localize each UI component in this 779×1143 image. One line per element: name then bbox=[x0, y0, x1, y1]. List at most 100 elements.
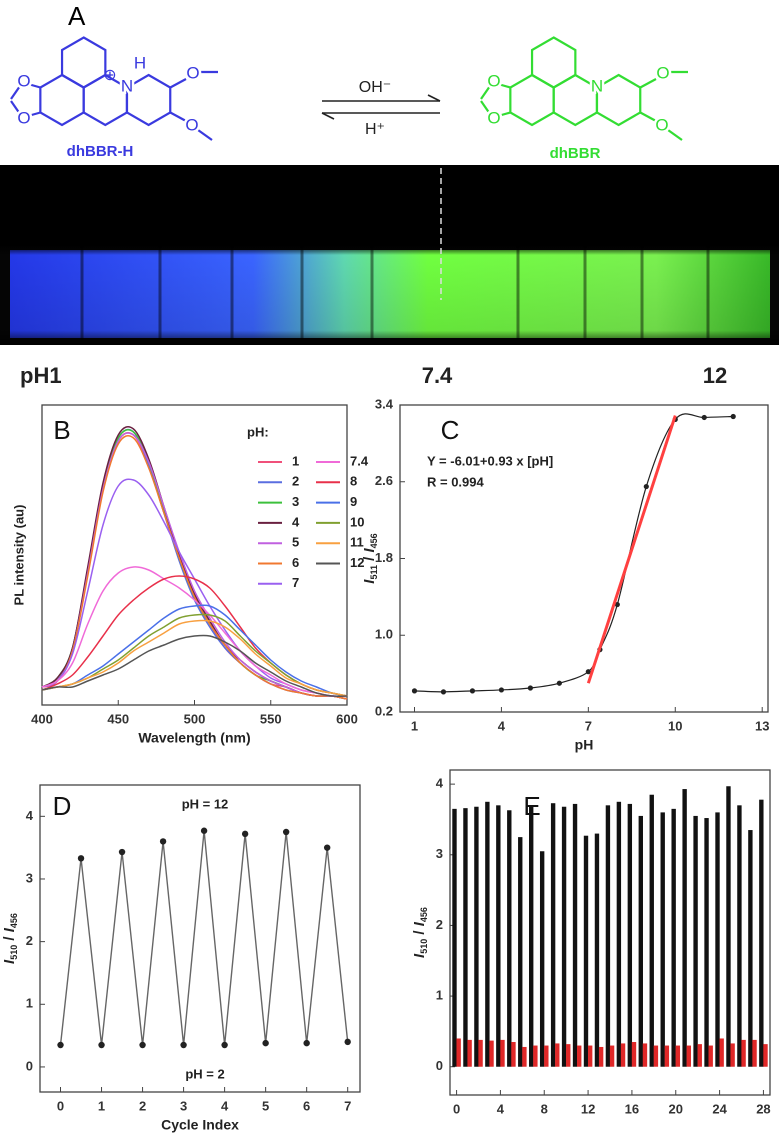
bar bbox=[664, 1045, 670, 1067]
bar bbox=[456, 1038, 461, 1067]
bar bbox=[529, 806, 534, 1067]
y-tick-label: 4 bbox=[26, 808, 34, 823]
atom: N bbox=[121, 76, 133, 95]
x-axis-title: pH bbox=[575, 737, 594, 753]
y-axis-title-part: 511 bbox=[369, 565, 379, 580]
data-point bbox=[469, 688, 476, 694]
bar bbox=[577, 1045, 582, 1067]
bar bbox=[719, 1038, 724, 1067]
bar bbox=[715, 812, 720, 1067]
bar bbox=[675, 1045, 681, 1067]
bar bbox=[572, 803, 578, 1067]
bar bbox=[522, 1046, 527, 1067]
data-point bbox=[180, 1041, 187, 1049]
legend-label: 11 bbox=[350, 535, 364, 550]
x-tick-label: 28 bbox=[756, 1101, 770, 1116]
annotation: pH = 2 bbox=[185, 1066, 224, 1081]
x-tick-label: 10 bbox=[668, 718, 682, 733]
y-tick-label: 2 bbox=[26, 933, 33, 948]
x-tick-label: 0 bbox=[453, 1101, 460, 1116]
bar bbox=[693, 815, 698, 1067]
ph-label: 12 bbox=[703, 363, 727, 388]
x-tick-label: 12 bbox=[581, 1101, 595, 1116]
bar bbox=[704, 818, 709, 1067]
x-tick-label: 24 bbox=[712, 1101, 727, 1116]
x-axis-title: Cycle Index bbox=[161, 1117, 239, 1133]
bar bbox=[598, 1046, 604, 1067]
plot-frame bbox=[449, 769, 771, 1096]
data-point bbox=[344, 1038, 351, 1046]
bar bbox=[726, 786, 731, 1067]
data-point bbox=[303, 1039, 310, 1047]
y-axis-title-part: 456 bbox=[419, 907, 429, 922]
bar bbox=[653, 1045, 659, 1067]
x-tick-label: 13 bbox=[755, 718, 769, 733]
x-tick-label: 8 bbox=[541, 1101, 548, 1116]
bar bbox=[478, 1039, 483, 1067]
data-point bbox=[411, 688, 418, 694]
bar bbox=[642, 1043, 648, 1067]
data-point bbox=[98, 1041, 105, 1049]
y-axis-title: I510 / I456 bbox=[1, 913, 19, 964]
y-tick-label: 1.8 bbox=[375, 550, 393, 565]
reagent-label: OH⁻ bbox=[359, 79, 391, 96]
y-axis-title-part: I bbox=[1, 959, 18, 964]
bar bbox=[752, 1039, 757, 1067]
y-tick-label: 2 bbox=[436, 917, 443, 932]
bar bbox=[741, 1039, 746, 1067]
series-line bbox=[41, 619, 348, 697]
x-tick-label: 1 bbox=[411, 718, 418, 733]
bar bbox=[561, 806, 567, 1067]
arrowhead bbox=[321, 112, 335, 120]
y-tick-label: 1.0 bbox=[375, 627, 393, 642]
bar bbox=[463, 808, 468, 1067]
bar bbox=[620, 1043, 626, 1067]
series-line bbox=[59, 830, 349, 1046]
reagent-label: H⁺ bbox=[365, 121, 385, 138]
bar bbox=[748, 830, 753, 1067]
bar bbox=[627, 803, 633, 1067]
plot-frame bbox=[41, 404, 348, 706]
data-point bbox=[498, 687, 505, 693]
y-tick-label: 3 bbox=[436, 846, 443, 861]
data-point bbox=[282, 828, 290, 836]
panel-label: E bbox=[523, 791, 540, 821]
series-line bbox=[41, 604, 348, 697]
ph-label: pH1 bbox=[20, 363, 62, 388]
bar bbox=[649, 794, 654, 1067]
atom: O bbox=[487, 108, 500, 127]
plot-frame bbox=[39, 784, 361, 1093]
y-tick-label: 0 bbox=[26, 1058, 33, 1073]
atom: O bbox=[186, 63, 199, 82]
y-tick-label: 2.6 bbox=[375, 473, 393, 488]
x-tick-label: 500 bbox=[184, 711, 206, 726]
bar bbox=[485, 801, 490, 1067]
bar bbox=[511, 1042, 516, 1067]
bar bbox=[555, 1043, 560, 1067]
y-axis-title-part: / bbox=[1, 932, 18, 945]
data-point bbox=[57, 1041, 64, 1049]
legend-label: 7 bbox=[292, 575, 299, 590]
bar bbox=[518, 837, 523, 1067]
data-point bbox=[701, 414, 707, 421]
legend-label: 7.4 bbox=[350, 453, 369, 468]
bar bbox=[566, 1044, 571, 1067]
x-tick-label: 1 bbox=[98, 1098, 105, 1113]
bar bbox=[594, 833, 600, 1067]
y-axis-title: I510 / I456 bbox=[411, 907, 429, 958]
y-axis-title-part: 510 bbox=[9, 945, 19, 960]
bar bbox=[539, 851, 545, 1067]
bar bbox=[496, 805, 501, 1067]
bar bbox=[452, 808, 457, 1067]
x-tick-label: 550 bbox=[260, 711, 282, 726]
x-tick-label: 4 bbox=[221, 1098, 229, 1113]
x-tick-label: 5 bbox=[262, 1098, 269, 1113]
legend-label: 3 bbox=[292, 494, 299, 509]
charge: ⊕ bbox=[103, 67, 116, 84]
data-point bbox=[440, 689, 447, 695]
legend-title: pH: bbox=[247, 424, 269, 439]
legend-label: 4 bbox=[292, 514, 300, 529]
x-tick-label: 450 bbox=[107, 711, 129, 726]
data-point bbox=[585, 669, 591, 675]
